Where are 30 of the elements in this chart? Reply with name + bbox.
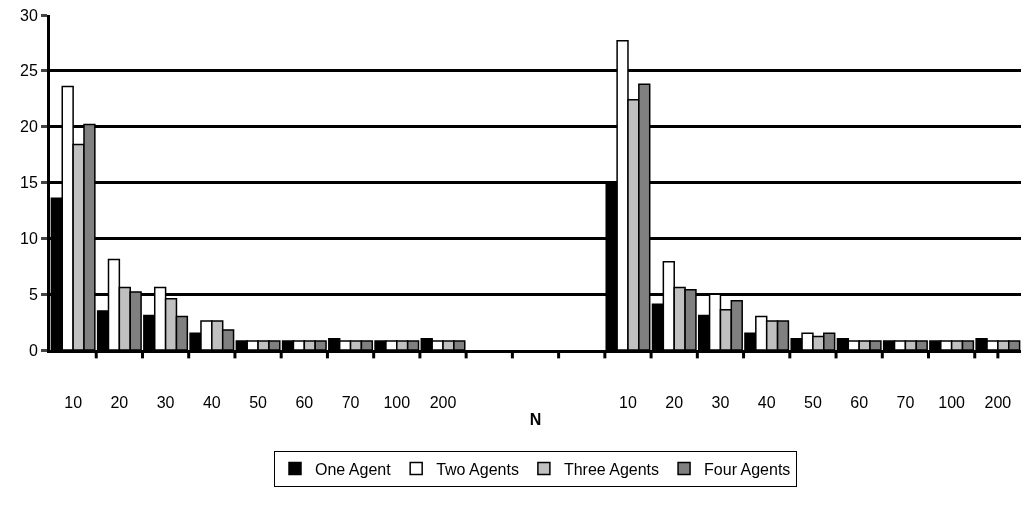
x-tick-label: 30 xyxy=(711,394,730,412)
x-tick-label: 200 xyxy=(984,394,1012,412)
x-tick-label: 10 xyxy=(64,394,83,412)
x-tick-label: 60 xyxy=(850,394,869,412)
x-tick-label: 10 xyxy=(619,394,637,412)
legend-label: Four Agents xyxy=(704,460,791,478)
y-tick-label: 5 xyxy=(28,285,38,303)
x-tick-label: 40 xyxy=(757,394,776,412)
x-tick-label: 60 xyxy=(295,394,314,412)
y-tick-label: 10 xyxy=(20,229,38,247)
legend-label: Two Agents xyxy=(436,460,519,478)
x-tick-label: 200 xyxy=(429,394,457,412)
y-tick-label: 25 xyxy=(20,62,38,80)
y-tick-label: 30 xyxy=(20,6,38,24)
x-tick-label: 100 xyxy=(938,394,966,412)
x-axis-title: N xyxy=(529,410,542,428)
y-tick-label: 15 xyxy=(20,174,38,192)
legend-label: Three Agents xyxy=(563,460,660,478)
legend-label: One Agent xyxy=(315,460,392,478)
x-tick-label: 20 xyxy=(110,394,129,412)
y-tick-label: 20 xyxy=(20,118,38,136)
x-tick-label: 20 xyxy=(665,394,684,412)
x-tick-label: 100 xyxy=(383,394,411,412)
x-tick-label: 40 xyxy=(202,394,221,412)
x-tick-label: 50 xyxy=(804,394,822,412)
x-tick-label: 70 xyxy=(896,394,915,412)
x-tick-label: 70 xyxy=(341,394,360,412)
y-tick-label: 0 xyxy=(28,341,38,359)
x-tick-label: 50 xyxy=(249,394,268,412)
x-tick-label: 30 xyxy=(156,394,175,412)
